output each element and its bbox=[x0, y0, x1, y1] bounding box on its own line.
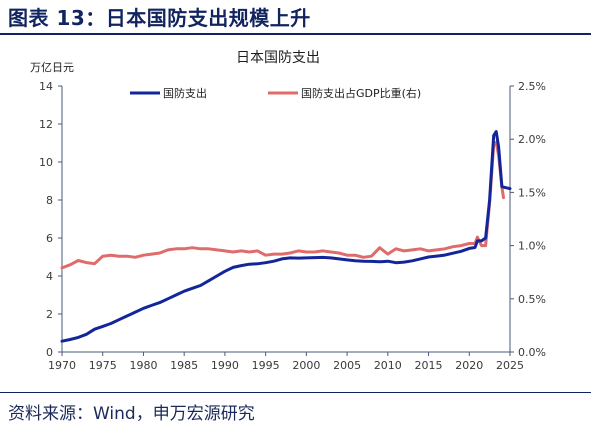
y2-tick-label: 1.5% bbox=[518, 186, 546, 199]
x-tick-label: 1980 bbox=[129, 359, 157, 372]
x-tick-label: 2005 bbox=[333, 359, 361, 372]
series-line-defense-spending bbox=[60, 130, 512, 343]
x-tick-label: 2020 bbox=[455, 359, 483, 372]
defense-spending-chart: 日本国防支出 万亿日元 国防支出 国防支出占GDP比重(右) 1970 1975 1… bbox=[30, 50, 546, 372]
series-lines bbox=[60, 130, 512, 343]
y-tick-label: 12 bbox=[39, 118, 53, 131]
y2-tick-label: 2.0% bbox=[518, 133, 546, 146]
series-line-gdp-share bbox=[60, 140, 505, 270]
y2-tick-label: 0.0% bbox=[518, 346, 546, 359]
y-tick-label: 4 bbox=[46, 270, 53, 283]
x-tick-label: 2015 bbox=[415, 359, 443, 372]
y2-tick-label: 1.0% bbox=[518, 240, 546, 253]
y2-tick-label: 2.5% bbox=[518, 80, 546, 93]
x-tick-label: 2000 bbox=[292, 359, 320, 372]
title-divider bbox=[0, 33, 591, 35]
y-tick-label: 2 bbox=[46, 308, 53, 321]
y-tick-label: 8 bbox=[46, 194, 53, 207]
x-tick-label: 1970 bbox=[48, 359, 76, 372]
chart-title: 日本国防支出 bbox=[236, 50, 320, 66]
legend-label-spending: 国防支出 bbox=[163, 86, 207, 100]
source-divider bbox=[0, 392, 591, 393]
figure-title: 图表 13：日本国防支出规模上升 bbox=[8, 6, 311, 30]
source-note: 资料来源：Wind，申万宏源研究 bbox=[8, 404, 255, 424]
legend-label-ratio: 国防支出占GDP比重(右) bbox=[301, 86, 421, 100]
y-axis-unit-label: 万亿日元 bbox=[30, 61, 74, 74]
x-tick-label: 2025 bbox=[496, 359, 524, 372]
x-tick-label: 1995 bbox=[252, 359, 280, 372]
y2-tick-label: 0.5% bbox=[518, 293, 546, 306]
x-tick-label: 1990 bbox=[211, 359, 239, 372]
y-tick-label: 0 bbox=[46, 346, 53, 359]
axes: 1970 1975 1980 1985 1990 1995 2000 2005 2010 2015… bbox=[39, 80, 546, 372]
x-tick-label: 1985 bbox=[170, 359, 198, 372]
legend: 国防支出 国防支出占GDP比重(右) bbox=[130, 86, 421, 100]
y-tick-label: 10 bbox=[39, 156, 53, 169]
y-tick-label: 6 bbox=[46, 232, 53, 245]
x-tick-label: 2010 bbox=[374, 359, 402, 372]
x-tick-label: 1975 bbox=[89, 359, 117, 372]
y-tick-label: 14 bbox=[39, 80, 53, 93]
